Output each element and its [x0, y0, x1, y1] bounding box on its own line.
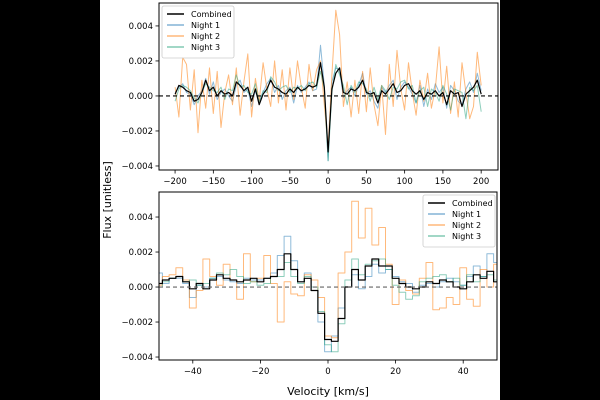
y-tick-label: 0.004 — [129, 22, 153, 32]
x-tick-label: 150 — [435, 177, 451, 187]
panel-zoomed: −40 −20 0 20 40 −0.004 −0.002 0.000 0.002 0.004 Co… — [122, 191, 498, 377]
x-tick-label: 50 — [361, 177, 372, 187]
y-tick-label: 0.004 — [129, 213, 153, 223]
series-line-night-3 — [159, 258, 497, 353]
x-tick-label: 100 — [397, 177, 413, 187]
x-tick-label: 0 — [325, 367, 330, 377]
plot-area — [174, 9, 482, 162]
series-line-combined — [174, 62, 482, 153]
legend-label: Night 1 — [191, 21, 220, 30]
legend-label: Night 3 — [191, 43, 220, 52]
y-tick-label: 0.002 — [129, 248, 153, 258]
y-tick-label: 0.000 — [129, 92, 153, 102]
y-tick-label: −0.004 — [122, 353, 153, 363]
y-tick-label: −0.002 — [122, 318, 153, 328]
legend-label: Night 2 — [452, 221, 481, 230]
y-tick-label: −0.002 — [122, 127, 153, 137]
y-tick-label: −0.004 — [122, 162, 153, 172]
legend: Combined Night 1 Night 2 Night 3 — [161, 5, 235, 59]
legend-item: Night 2 — [428, 221, 481, 230]
x-tick-label: 0 — [325, 177, 330, 187]
plot-area — [159, 200, 497, 353]
y-tick-label: 0.002 — [129, 57, 153, 67]
x-tick-label: −50 — [281, 177, 299, 187]
y-axis-label: Flux [unitless] — [101, 161, 114, 239]
legend-label: Night 3 — [452, 232, 481, 241]
legend-label: Combined — [452, 199, 493, 208]
legend-label: Combined — [191, 10, 232, 19]
x-tick-label: −40 — [184, 367, 202, 377]
legend-item: Combined — [167, 10, 232, 19]
legend-box — [161, 5, 235, 59]
legend-item: Combined — [428, 199, 493, 208]
series-line-night-2 — [159, 200, 497, 339]
legend: Combined Night 1 Night 2 Night 3 — [422, 194, 496, 248]
legend-item: Night 1 — [428, 210, 481, 219]
series-line-combined — [159, 253, 497, 342]
panel-full-range: −200 −150 −100 −50 0 50 100 150 200 −0.004 −0.002 0… — [122, 2, 499, 187]
legend-item: Night 1 — [167, 21, 220, 30]
x-tick-label: −150 — [202, 177, 225, 187]
legend-item: Night 3 — [167, 43, 220, 52]
x-tick-label: −100 — [240, 177, 263, 187]
legend-item: Night 2 — [167, 32, 220, 41]
x-tick-label: 40 — [458, 367, 469, 377]
legend-box — [422, 194, 496, 248]
x-tick-label: −20 — [251, 367, 269, 377]
x-axis-label: Velocity [km/s] — [287, 385, 369, 398]
x-tick-label: −200 — [163, 177, 186, 187]
legend-label: Night 2 — [191, 32, 220, 41]
series-line-night-3 — [174, 63, 482, 162]
x-tick-label: 20 — [390, 367, 401, 377]
legend-label: Night 1 — [452, 210, 481, 219]
legend-item: Night 3 — [428, 232, 481, 241]
x-tick-label: 200 — [473, 177, 489, 187]
y-tick-label: 0.000 — [129, 283, 153, 293]
